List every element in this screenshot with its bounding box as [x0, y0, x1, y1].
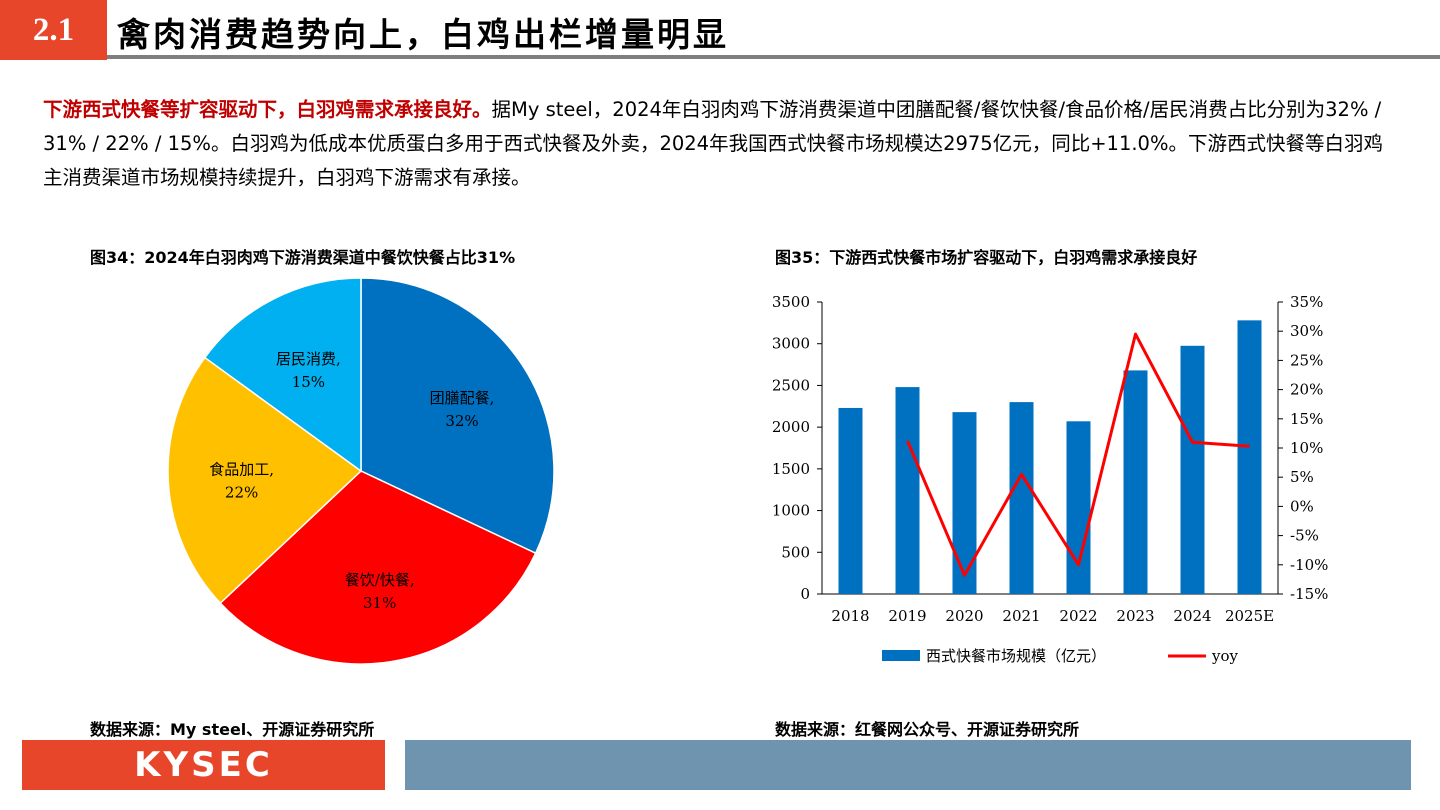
section-number-badge: 2.1 [0, 0, 107, 60]
pie-slice [167, 356, 363, 605]
left-axis-tick-label: 3000 [772, 335, 810, 353]
intro-paragraph: 下游西式快餐等扩容驱动下，白羽鸡需求承接良好。据My steel，2024年白羽… [43, 93, 1398, 195]
legend-line-label: yoy [1211, 647, 1239, 665]
figure34-source: 数据来源：My steel、开源证券研究所 [90, 720, 375, 739]
bar [895, 387, 920, 594]
right-axis-tick-label: 10% [1290, 439, 1323, 457]
pie-slice [219, 470, 537, 665]
x-axis-tick-label: 2023 [1116, 607, 1154, 625]
figure35-source: 数据来源：红餐网公众号、开源证券研究所 [775, 720, 1080, 739]
bar [838, 407, 863, 594]
pie-slice-label: 居民消费, [276, 350, 341, 368]
x-axis-tick-label: 2025E [1225, 607, 1274, 625]
pie-slice-label: 食品加工, [209, 461, 274, 479]
left-axis-tick-label: 2500 [772, 376, 810, 394]
x-axis-tick-label: 2020 [945, 607, 983, 625]
left-axis-tick-label: 2000 [772, 418, 810, 436]
pie-slice-value-label: 32% [445, 412, 478, 430]
pie-slice-label: 餐饮/快餐, [345, 571, 415, 589]
bar [1237, 320, 1262, 594]
left-axis-tick-label: 0 [800, 585, 810, 603]
pie-slice-value-label: 31% [363, 594, 396, 612]
right-axis-tick-label: 30% [1290, 322, 1323, 340]
legend-bar-swatch [882, 650, 920, 661]
intro-body: 据My steel，2024年白羽肉鸡下游消费渠道中团膳配餐/餐饮快餐/食品价格… [43, 98, 1383, 189]
right-axis-tick-label: -10% [1290, 556, 1328, 574]
bar [1123, 370, 1148, 594]
market-size-combo-chart: 0 500 1000 1500 2000 2500 3000 3500 -15% -10% -5% 0… [772, 293, 1329, 665]
x-axis-tick-label: 2024 [1173, 607, 1211, 625]
pie-slice-value-label: 15% [292, 373, 325, 391]
right-axis-tick-label: 15% [1290, 410, 1323, 428]
right-axis-tick-label: 35% [1290, 293, 1323, 311]
right-axis-tick-label: 20% [1290, 381, 1323, 399]
x-axis-tick-label: 2022 [1059, 607, 1097, 625]
kysec-logo: KYSEC [22, 740, 385, 790]
x-axis-tick-label: 2021 [1002, 607, 1040, 625]
right-axis-tick-label: 5% [1290, 468, 1314, 486]
pie-chart: 团膳配餐, 32% 餐饮/快餐, 31% 食品加工, 22% 居民消费, 15% [167, 278, 555, 665]
left-axis-tick-label: 500 [781, 543, 810, 561]
right-axis-tick-label: -15% [1290, 585, 1328, 603]
left-axis-tick-label: 1500 [772, 460, 810, 478]
figure35-title: 图35：下游西式快餐市场扩容驱动下，白羽鸡需求承接良好 [775, 248, 1198, 267]
bar [1066, 421, 1091, 594]
right-axis-tick-label: 25% [1290, 351, 1323, 369]
bar [952, 412, 977, 594]
bar [1009, 402, 1034, 594]
right-axis-tick-label: -5% [1290, 527, 1319, 545]
bar [1180, 345, 1205, 594]
left-axis-tick-label: 3500 [772, 293, 810, 311]
x-axis-tick-label: 2019 [888, 607, 926, 625]
pie-slice-value-label: 22% [225, 484, 258, 502]
footer-bar [405, 740, 1411, 790]
figure34-title: 图34：2024年白羽肉鸡下游消费渠道中餐饮快餐占比31% [90, 248, 516, 267]
x-axis-tick-label: 2018 [831, 607, 869, 625]
pie-slice [203, 278, 362, 473]
right-axis-tick-label: 0% [1290, 497, 1314, 515]
intro-lead: 下游西式快餐等扩容驱动下，白羽鸡需求承接良好。 [43, 98, 492, 121]
left-axis-tick-label: 1000 [772, 502, 810, 520]
pie-slice-label: 团膳配餐, [430, 389, 495, 407]
header-divider [107, 55, 1440, 59]
yoy-line [906, 332, 1250, 577]
legend-bar-label: 西式快餐市场规模（亿元） [926, 647, 1106, 665]
pie-slice [360, 278, 555, 555]
page-title: 禽肉消费趋势向上，白鸡出栏增量明显 [117, 15, 729, 54]
